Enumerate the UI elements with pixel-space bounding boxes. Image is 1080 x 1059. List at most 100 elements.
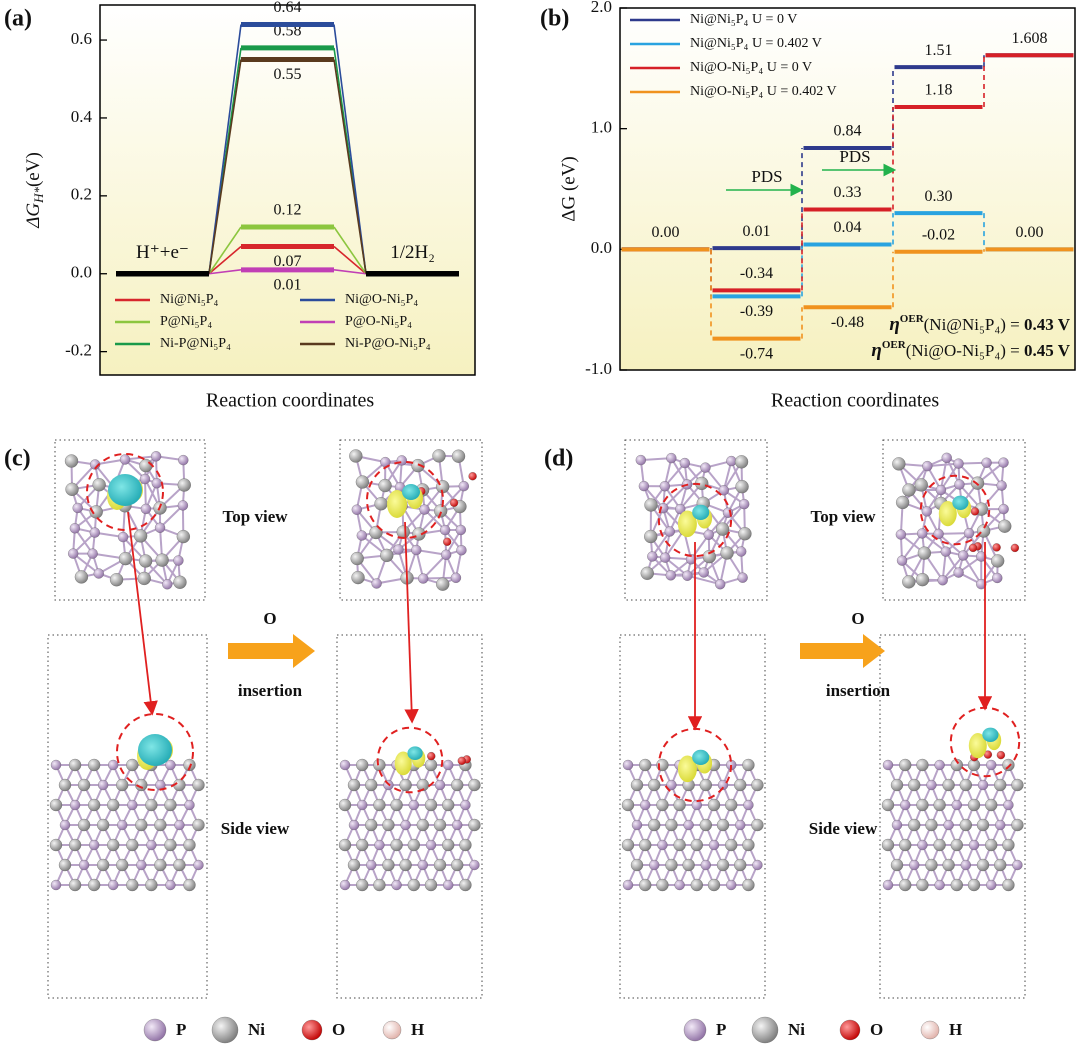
atom <box>136 859 147 871</box>
bond <box>939 457 948 491</box>
atom <box>922 460 933 472</box>
atom <box>77 778 91 792</box>
eta: η <box>871 340 881 361</box>
y-label-sub: H* <box>31 187 46 204</box>
atom-legend-label: P <box>176 1020 186 1039</box>
atom <box>143 1018 167 1042</box>
atom <box>452 819 463 831</box>
atom <box>96 818 110 832</box>
atom <box>649 859 660 871</box>
atom <box>68 838 82 852</box>
atom <box>133 529 148 543</box>
atom <box>68 878 82 892</box>
top-view-structure <box>54 439 206 601</box>
x-axis-label: Reaction coordinates <box>206 390 374 412</box>
bond <box>962 554 983 585</box>
atom <box>708 839 720 851</box>
isosurface-cyan <box>138 734 172 766</box>
atom <box>647 551 658 562</box>
frame <box>624 439 768 601</box>
connector <box>208 59 242 274</box>
atom <box>914 478 928 492</box>
category-label: 1/2H₂ <box>390 242 435 263</box>
panel-label: (c) <box>4 446 31 472</box>
atom <box>173 555 184 566</box>
atom <box>656 798 669 812</box>
atom <box>935 484 947 496</box>
highlight-circle <box>376 726 444 794</box>
x-axis-label: Reaction coordinates <box>771 390 939 412</box>
atom <box>734 858 747 872</box>
legend-label: Ni-P@Ni₅P₄ <box>160 336 231 351</box>
atom <box>449 498 459 507</box>
process-label: insertion <box>238 681 303 700</box>
atom <box>950 838 963 852</box>
atom <box>382 858 395 872</box>
atom <box>436 577 450 591</box>
atom <box>622 879 634 891</box>
atom <box>644 529 658 544</box>
atom <box>150 451 162 462</box>
atom <box>994 858 1007 872</box>
atom <box>183 878 196 892</box>
isosurface-yellow <box>677 510 697 538</box>
atom <box>739 498 750 510</box>
atom <box>882 759 894 771</box>
atom <box>925 858 938 872</box>
value-label: -0.34 <box>740 265 773 282</box>
atom <box>440 549 452 560</box>
view-label: Top view <box>222 507 288 526</box>
atom <box>77 818 91 832</box>
value-label: 0.12 <box>274 202 302 219</box>
bond <box>74 527 94 555</box>
atom <box>390 798 403 812</box>
eta-subject: (Ni@O-Ni₅P₄) = <box>906 341 1024 360</box>
atom <box>417 859 428 871</box>
atom <box>921 506 932 517</box>
atom <box>916 758 929 772</box>
atom <box>690 838 703 852</box>
atom <box>396 455 407 466</box>
value-label: 0.84 <box>834 123 862 140</box>
bond <box>687 574 721 586</box>
atom <box>459 838 472 852</box>
atom <box>986 879 997 891</box>
bond <box>901 532 924 562</box>
process-arrow <box>800 634 885 668</box>
y-tick-label: 0.0 <box>71 263 92 282</box>
value-label: 1.51 <box>925 42 953 59</box>
atom <box>391 879 402 891</box>
atom <box>400 819 411 831</box>
y-tick-label: 1.0 <box>591 118 612 137</box>
value-label: -0.48 <box>831 314 864 331</box>
atom <box>96 858 110 872</box>
panel-label: (b) <box>540 6 569 32</box>
atom <box>725 798 738 812</box>
atom <box>664 526 675 537</box>
isosurface-yellow <box>938 500 957 527</box>
atom <box>895 529 907 540</box>
atom <box>967 798 981 812</box>
atom <box>424 758 438 772</box>
atom <box>665 818 678 832</box>
atom <box>970 507 980 516</box>
atom <box>356 878 369 892</box>
atom <box>68 548 79 559</box>
atom <box>631 819 643 831</box>
atom <box>339 879 351 891</box>
value-label: 0.04 <box>834 219 862 236</box>
atom <box>154 818 167 832</box>
atom <box>699 778 712 792</box>
atom <box>87 758 101 772</box>
atom <box>908 818 921 832</box>
atom <box>165 759 176 771</box>
atom <box>716 858 730 872</box>
panel-label: (d) <box>544 446 573 472</box>
atom <box>644 498 658 512</box>
atom <box>996 480 1007 491</box>
eta-sup: OER <box>882 339 907 351</box>
atom <box>900 799 911 811</box>
atom <box>301 1019 323 1041</box>
isosurface-cyan <box>692 504 710 520</box>
atom <box>355 475 370 489</box>
